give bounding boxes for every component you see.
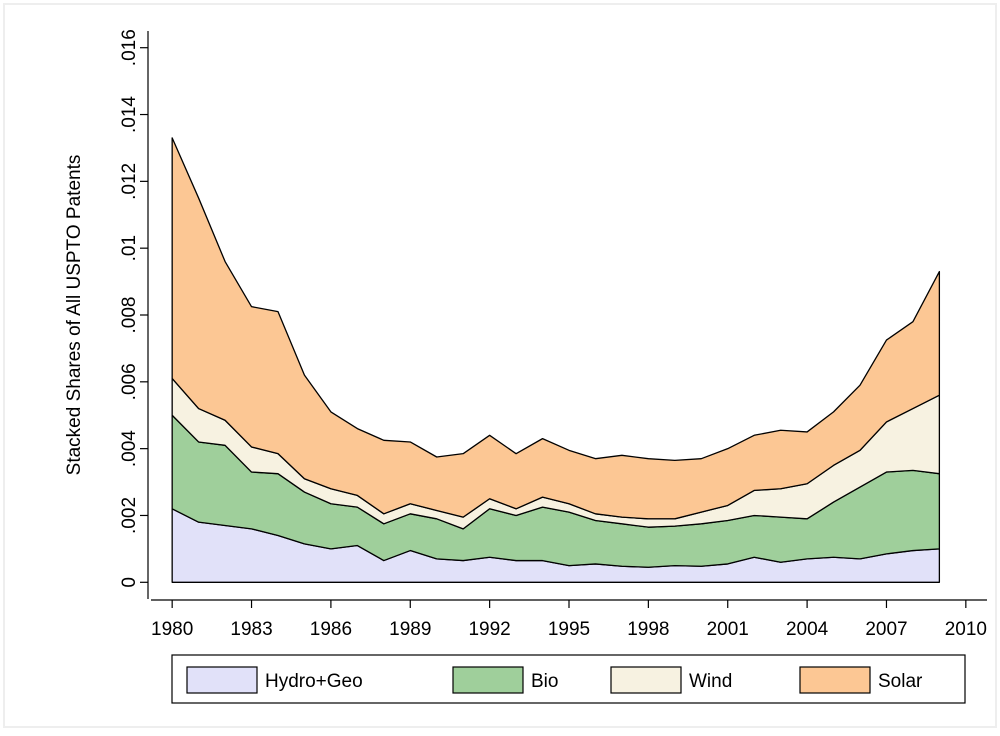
x-tick-label: 1992	[468, 619, 510, 640]
x-tick-label: 1983	[230, 619, 272, 640]
x-tick-label: 1989	[389, 619, 431, 640]
x-tick-label: 2001	[707, 619, 749, 640]
y-tick-label: .01	[119, 235, 140, 261]
x-tick-label: 2010	[945, 619, 987, 640]
y-tick-label: .014	[119, 96, 140, 133]
legend-swatch	[799, 666, 871, 694]
legend-label: Hydro+Geo	[265, 671, 363, 692]
y-tick-label: .016	[119, 29, 140, 66]
area	[171, 137, 941, 520]
x-tick-label: 2004	[786, 619, 829, 640]
x-tick-label: 1998	[627, 619, 669, 640]
x-tick-label: 2007	[865, 619, 907, 640]
x-tick-label: 1986	[310, 619, 352, 640]
legend-label: Solar	[878, 671, 923, 692]
y-tick-label: .006	[119, 363, 140, 400]
legend-swatch	[452, 666, 524, 694]
legend-label: Wind	[689, 671, 732, 692]
y-axis-title: Stacked Shares of All USPTO Patents	[64, 155, 85, 476]
y-tick-label: 0	[119, 577, 140, 588]
frame	[3, 3, 997, 728]
legend-label: Bio	[531, 671, 558, 692]
x-tick-label: 1995	[548, 619, 590, 640]
x-tick-label: 1980	[151, 619, 193, 640]
y-tick-label: .002	[119, 497, 140, 534]
legend-swatch	[186, 666, 258, 694]
y-tick-label: .004	[119, 430, 140, 467]
y-tick-label: .012	[119, 163, 140, 200]
legend-swatch	[610, 666, 682, 694]
y-tick-label: .008	[119, 297, 140, 334]
